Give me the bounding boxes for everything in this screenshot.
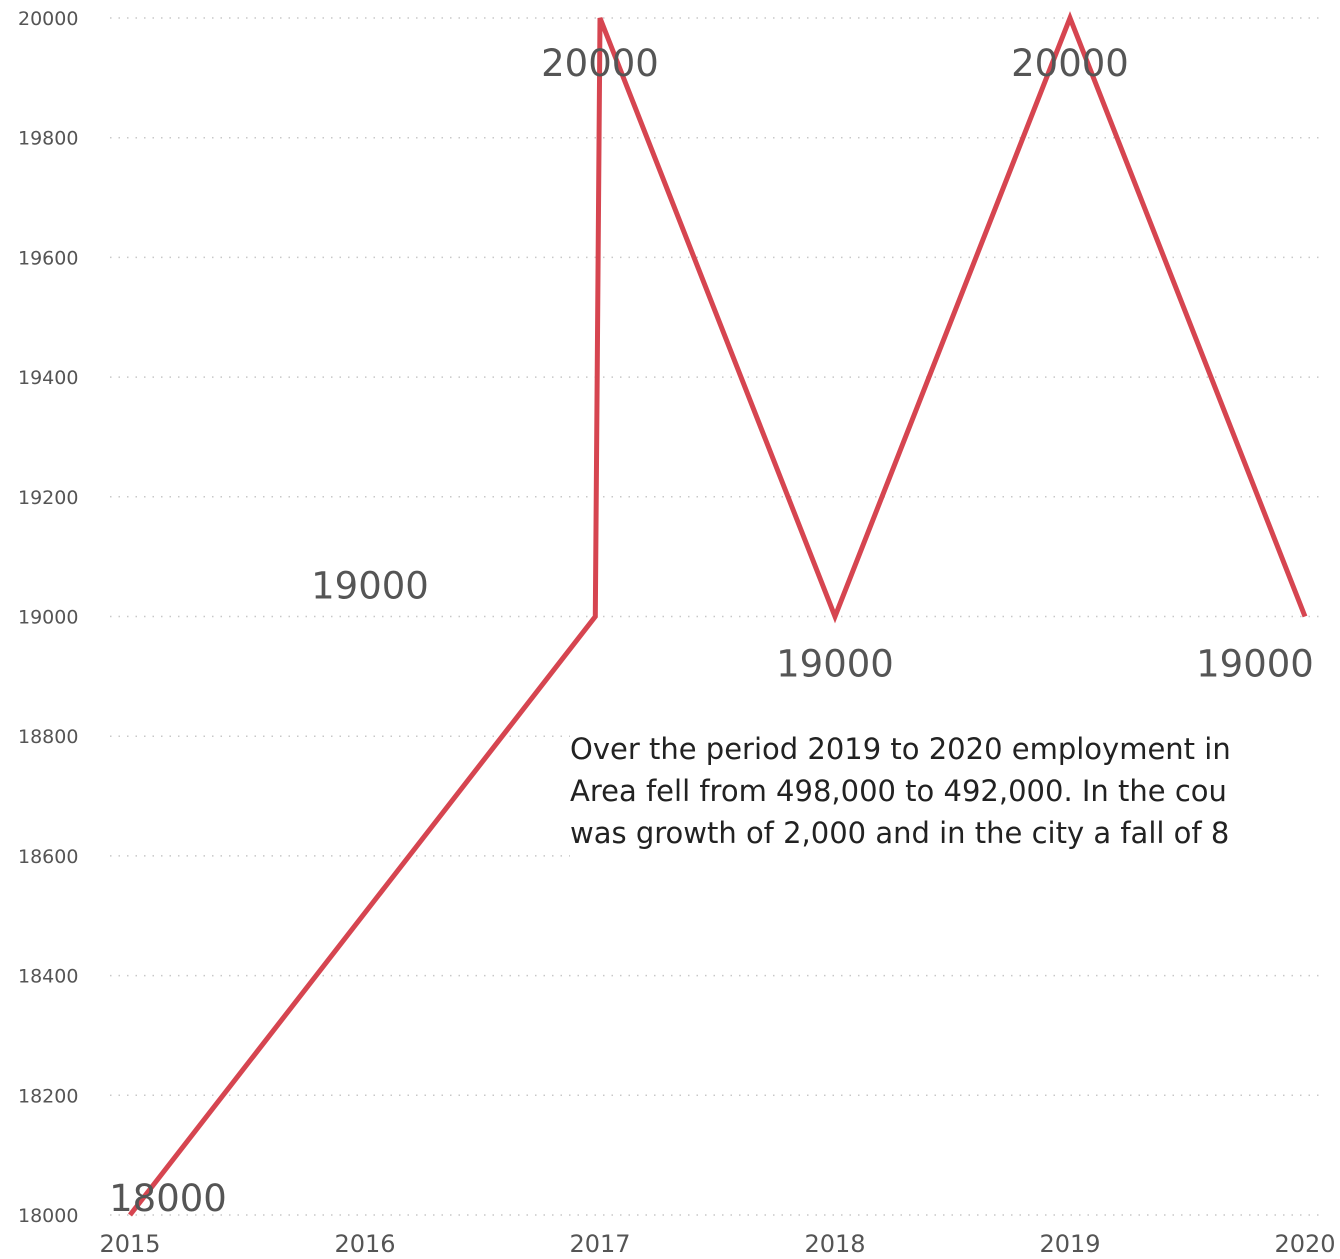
y-tick-label: 19200: [18, 487, 78, 509]
data-label: 20000: [1011, 42, 1129, 85]
y-tick-label: 18400: [18, 966, 78, 988]
y-tick-label: 18600: [18, 846, 78, 868]
x-tick-label: 2017: [569, 1230, 630, 1258]
series-group: [128, 11, 1308, 1217]
x-tick-label: 2020: [1274, 1230, 1335, 1258]
x-axis: 2015 2016 2017 2018 2019 2020: [99, 1230, 1335, 1258]
x-tick-label: 2018: [804, 1230, 865, 1258]
y-tick-label: 20000: [18, 8, 78, 30]
data-labels: 18000 19000 20000 19000 20000 19000: [109, 42, 1314, 1220]
y-tick-label: 18000: [18, 1205, 78, 1227]
y-tick-label: 19800: [18, 128, 78, 150]
data-label: 18000: [109, 1177, 227, 1220]
y-axis: 18000 18200 18400 18600 18800 19000 19200 19400…: [18, 8, 78, 1227]
data-label: 19000: [311, 565, 429, 608]
x-tick-label: 2015: [99, 1230, 160, 1258]
y-tick-label: 19600: [18, 247, 78, 269]
annotation-line: Area fell from 498,000 to 492,000. In th…: [570, 774, 1227, 808]
x-tick-label: 2016: [334, 1230, 395, 1258]
x-tick-label: 2019: [1039, 1230, 1100, 1258]
annotation-line: was growth of 2,000 and in the city a fa…: [570, 816, 1230, 850]
y-tick-label: 18200: [18, 1085, 78, 1107]
data-label: 20000: [541, 42, 659, 85]
data-label: 19000: [1196, 643, 1314, 686]
annotation-text-box: Over the period 2019 to 2020 employment …: [570, 728, 1340, 878]
series-line: [128, 11, 1308, 1217]
data-label: 19000: [776, 643, 894, 686]
y-tick-label: 18800: [18, 726, 78, 748]
y-tick-label: 19000: [18, 607, 78, 629]
annotation-line: Over the period 2019 to 2020 employment …: [570, 732, 1231, 766]
y-tick-label: 19400: [18, 367, 78, 389]
